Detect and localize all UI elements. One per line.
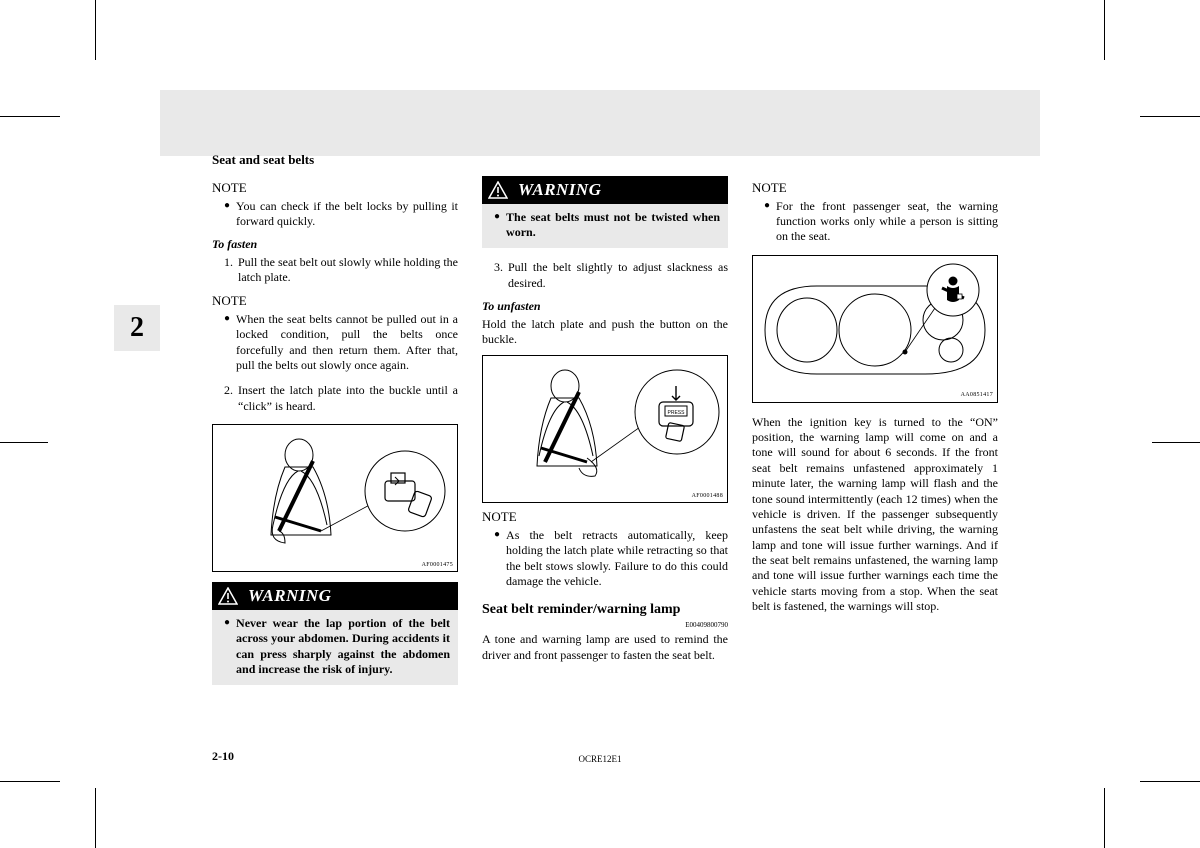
step-text: Pull the seat belt out slowly while hold… (238, 255, 458, 286)
to-unfasten-heading: To unfasten (482, 299, 728, 314)
unfasten-text: Hold the latch plate and push the button… (482, 317, 728, 348)
bullet-icon: ● (224, 200, 230, 230)
warning-box: WARNING ● Never wear the lap portion of … (212, 582, 458, 685)
step-3: 3. Pull the belt slightly to adjust slac… (494, 260, 728, 291)
crop-mark (1140, 781, 1200, 782)
section-number-tab: 2 (114, 305, 160, 351)
warning-triangle-icon (218, 587, 238, 605)
warning-text: The seat belts must not be twisted when … (506, 210, 720, 241)
warning-lamp-description: When the ignition key is turned to the “… (752, 415, 998, 615)
column-1: NOTE ● You can check if the belt locks b… (212, 176, 458, 685)
crop-mark (95, 0, 96, 60)
note-heading: NOTE (212, 180, 458, 197)
header-grey-band (160, 90, 1040, 156)
warning-header: WARNING (212, 582, 458, 610)
svg-text:PRESS: PRESS (668, 410, 686, 416)
figure-fasten-belt: AF0001475 (212, 424, 458, 572)
reference-code: E00409800790 (482, 621, 728, 630)
note-heading: NOTE (212, 293, 458, 310)
step-text: Insert the latch plate into the buckle u… (238, 383, 458, 414)
bullet-icon: ● (494, 211, 500, 241)
page-number: 2-10 (212, 749, 234, 764)
bullet-icon: ● (764, 200, 770, 245)
page: 2 Seat and seat belts NOTE ● You can che… (160, 90, 1040, 770)
note-bullet: ● For the front passenger seat, the warn… (764, 199, 998, 245)
seat-belt-reminder-heading: Seat belt reminder/warning lamp (482, 601, 728, 620)
step-2: 2. Insert the latch plate into the buckl… (224, 383, 458, 414)
warning-header: WARNING (482, 176, 728, 204)
bullet-icon: ● (224, 313, 230, 373)
step-1: 1. Pull the seat belt out slowly while h… (224, 255, 458, 286)
step-number: 3. (494, 260, 508, 291)
figure-unfasten-belt: PRESS AF0001488 (482, 355, 728, 503)
instrument-cluster-illustration (753, 256, 997, 402)
document-code: OCRE12E1 (578, 754, 621, 764)
note-bullet: ● You can check if the belt locks by pul… (224, 199, 458, 230)
crop-mark (1140, 116, 1200, 117)
note-text: When the seat belts cannot be pulled out… (236, 312, 458, 373)
note-heading: NOTE (752, 180, 998, 197)
crop-mark (0, 442, 48, 443)
reminder-intro-text: A tone and warning lamp are used to remi… (482, 632, 728, 663)
note-bullet: ● When the seat belts cannot be pulled o… (224, 312, 458, 373)
warning-text: Never wear the lap portion of the belt a… (236, 616, 450, 677)
running-head: Seat and seat belts (212, 152, 314, 168)
bullet-icon: ● (224, 617, 230, 677)
step-text: Pull the belt slightly to adjust slackne… (508, 260, 728, 291)
crop-mark (0, 116, 60, 117)
note-heading: NOTE (482, 509, 728, 526)
figure-id: AF0001488 (692, 493, 723, 501)
figure-id: AF0001475 (422, 562, 453, 570)
step-number: 2. (224, 383, 238, 414)
figure-warning-lamp: AA0851417 (752, 255, 998, 403)
crop-mark (1152, 442, 1200, 443)
crop-mark (95, 788, 96, 848)
warning-body: ● Never wear the lap portion of the belt… (212, 610, 458, 685)
warning-box: WARNING ● The seat belts must not be twi… (482, 176, 728, 248)
seatbelt-fasten-illustration (213, 425, 457, 571)
warning-body: ● The seat belts must not be twisted whe… (482, 204, 728, 249)
step-number: 1. (224, 255, 238, 286)
bullet-icon: ● (494, 529, 500, 589)
figure-id: AA0851417 (961, 392, 993, 400)
note-text: You can check if the belt locks by pulli… (236, 199, 458, 230)
content-columns: NOTE ● You can check if the belt locks b… (212, 176, 1002, 685)
crop-mark (0, 781, 60, 782)
to-fasten-heading: To fasten (212, 237, 458, 252)
note-text: For the front passenger seat, the warnin… (776, 199, 998, 245)
seatbelt-unfasten-illustration: PRESS (483, 356, 727, 502)
warning-title: WARNING (248, 585, 331, 607)
column-3: NOTE ● For the front passenger seat, the… (752, 176, 998, 685)
note-bullet: ● As the belt retracts automatically, ke… (494, 528, 728, 589)
warning-title: WARNING (518, 179, 601, 201)
note-text: As the belt retracts automatically, keep… (506, 528, 728, 589)
crop-mark (1104, 788, 1105, 848)
crop-mark (1104, 0, 1105, 60)
warning-triangle-icon (488, 181, 508, 199)
column-2: WARNING ● The seat belts must not be twi… (482, 176, 728, 685)
